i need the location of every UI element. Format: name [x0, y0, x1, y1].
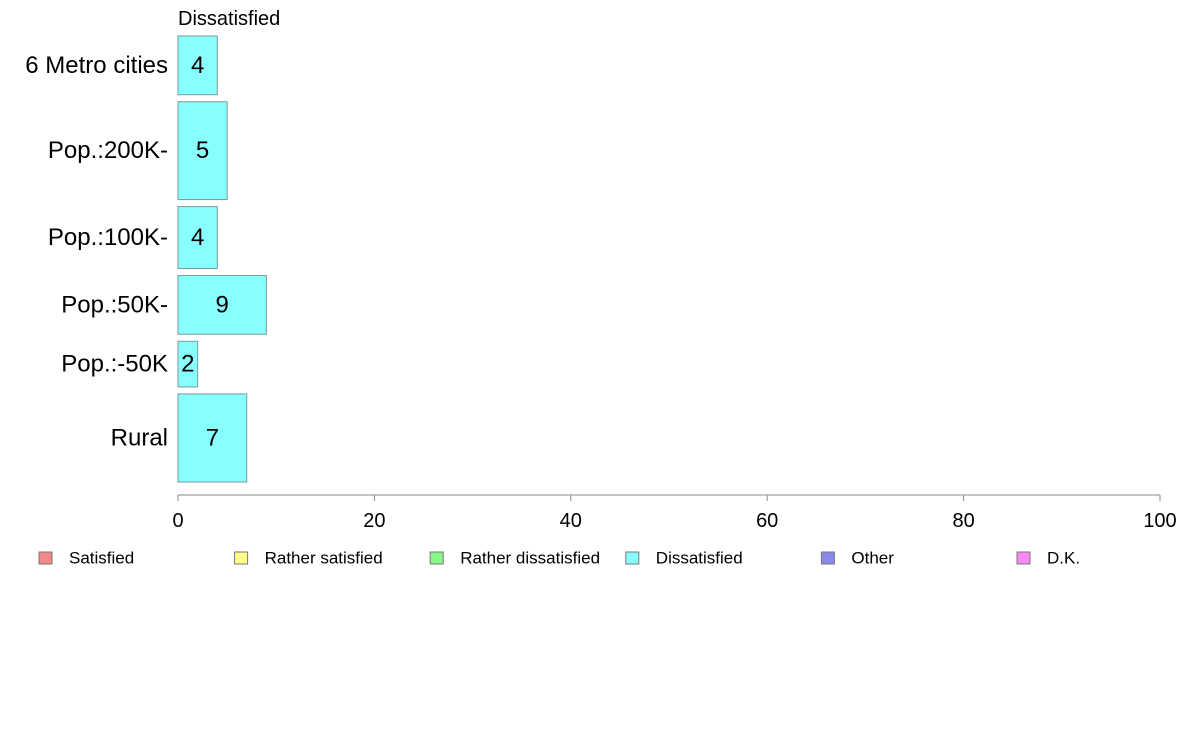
- x-tick-label: 80: [952, 510, 974, 532]
- legend: Satisfied Rather satisfied Rather dissatis…: [38, 549, 1080, 568]
- bar: [177, 206, 218, 270]
- data-label: 4: [191, 52, 204, 79]
- x-tick-label: 20: [363, 510, 385, 532]
- legend-swatch: [38, 551, 53, 565]
- legend-swatch: [625, 551, 640, 565]
- legend-item: Other: [851, 549, 894, 568]
- x-tick-label: 60: [756, 510, 778, 532]
- legend-item: Satisfied: [69, 549, 134, 568]
- bar: [177, 101, 228, 201]
- legend-swatch: [1016, 551, 1031, 565]
- data-label: 4: [191, 224, 204, 251]
- bar: [177, 340, 199, 388]
- data-label: 5: [196, 137, 209, 164]
- legend-swatch: [820, 551, 835, 565]
- legend-item: Rather dissatisfied: [460, 549, 600, 568]
- bar: [177, 35, 218, 96]
- bar: [177, 393, 248, 483]
- legend-item: Rather satisfied: [265, 549, 383, 568]
- legend-item: D.K.: [1047, 549, 1080, 568]
- x-axis: 0 20 40 60 80 100: [172, 494, 1177, 532]
- category-label: Rural: [111, 424, 168, 451]
- legend-item: Dissatisfied: [656, 549, 743, 568]
- data-label: 7: [206, 424, 219, 451]
- category-label: Pop.:200K-: [48, 137, 168, 164]
- legend-swatch: [234, 551, 249, 565]
- bar: [177, 275, 267, 335]
- bars-group: 6 Metro cities 4 Pop.:200K- 5 Pop.:100K- 4 Pop…: [25, 35, 267, 483]
- x-tick-label: 0: [172, 510, 183, 532]
- data-label: 2: [181, 351, 194, 378]
- category-label: Pop.:100K-: [48, 224, 168, 251]
- panel-title: Dissatisfied: [178, 8, 280, 30]
- category-label: Pop.:50K-: [61, 291, 168, 318]
- category-label: Pop.:-50K: [61, 351, 168, 378]
- category-label: 6 Metro cities: [25, 52, 168, 79]
- data-label: 9: [216, 291, 229, 318]
- legend-swatch: [429, 551, 444, 565]
- x-tick-label: 100: [1143, 510, 1176, 532]
- x-tick-label: 40: [560, 510, 582, 532]
